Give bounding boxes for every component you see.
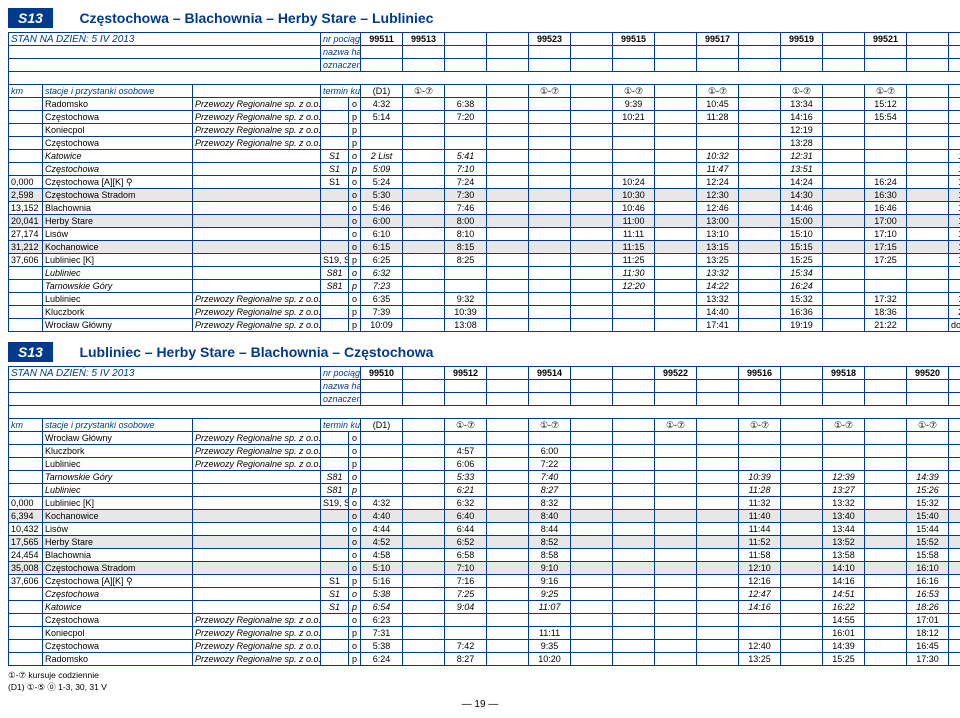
row-status: STAN NA DZIEŃ: 5 IV 2013 nr pociągu 9951… xyxy=(9,367,960,380)
table-row: KluczborkPrzewozy Regionalne sp. z o.o.o… xyxy=(9,445,960,458)
row-status: STAN NA DZIEŃ: 5 IV 2013 nr pociągu 9951… xyxy=(9,33,960,46)
table-row: KatowiceS1p6:549:0411:0714:1616:2218:262… xyxy=(9,601,960,614)
footnote-days: ①-⑦ kursuje codziennie xyxy=(8,670,952,681)
table-row: KoniecpolPrzewozy Regionalne sp. z o.o.p… xyxy=(9,124,960,137)
route-title-1: Częstochowa – Blachownia – Herby Stare –… xyxy=(79,10,433,26)
table-row: LubliniecS81o6:3211:3013:3215:34 xyxy=(9,267,960,280)
table-row: CzęstochowaPrzewozy Regionalne sp. z o.o… xyxy=(9,614,960,627)
table-row: Tarnowskie GóryS81p7:2312:2014:2216:24 xyxy=(9,280,960,293)
table-row: 2,598Częstochowa Stradomo5:307:3010:3012… xyxy=(9,189,960,202)
table-row: Wrocław GłównyPrzewozy Regionalne sp. z … xyxy=(9,432,960,445)
table-row: 27,174Lisówo6:108:1011:1113:1015:1017:10… xyxy=(9,228,960,241)
table-row: Wrocław GłównyPrzewozy Regionalne sp. z … xyxy=(9,319,960,332)
row-colhdr: km stacje i przystanki osobowe termin ku… xyxy=(9,85,960,98)
line-badge: S13 xyxy=(8,8,53,28)
train-no: 99511 xyxy=(361,33,403,46)
table-row: CzęstochowaPrzewozy Regionalne sp. z o.o… xyxy=(9,111,960,124)
table-row: RadomskoPrzewozy Regionalne sp. z o.o.o4… xyxy=(9,98,960,111)
table-row: 37,606Częstochowa [A][K] ⚲S1p5:167:169:1… xyxy=(9,575,960,588)
footnote-d1: (D1) ①-⑤ ⓪ 1-3, 30, 31 V xyxy=(8,681,952,693)
row-spacer xyxy=(9,72,960,85)
footnotes: ①-⑦ kursuje codziennie (D1) ①-⑤ ⓪ 1-3, 3… xyxy=(8,670,952,693)
row-nazwa: nazwa handlowa xyxy=(9,46,960,59)
table-row: RadomskoPrzewozy Regionalne sp. z o.o.p6… xyxy=(9,653,960,666)
line-badge: S13 xyxy=(8,342,53,362)
table-row: KatowiceS1o2 List5:4110:3212:3116:16 xyxy=(9,150,960,163)
table-row: 10,432Lisówo4:446:448:4411:4413:4415:441… xyxy=(9,523,960,536)
timetable-2: STAN NA DZIEŃ: 5 IV 2013 nr pociągu 9951… xyxy=(8,366,960,666)
table-row: KoniecpolPrzewozy Regionalne sp. z o.o.p… xyxy=(9,627,960,640)
table-row: 6,394Kochanowiceo4:406:408:4011:4013:401… xyxy=(9,510,960,523)
table-row: 37,606Lubliniec [K]S19, S81p6:258:2511:2… xyxy=(9,254,960,267)
table-row: Tarnowskie GóryS81o5:337:4010:3912:3914:… xyxy=(9,471,960,484)
table-row: 35,008Częstochowa Stradomo5:107:109:1012… xyxy=(9,562,960,575)
table-row: LubliniecPrzewozy Regionalne sp. z o.o.o… xyxy=(9,293,960,306)
label-nrpoc: nr pociągu xyxy=(321,33,361,46)
table-row: 13,152Blachowniao5:467:4610:4612:4614:46… xyxy=(9,202,960,215)
status-date: STAN NA DZIEŃ: 5 IV 2013 xyxy=(9,33,321,46)
table-row: 0,000Częstochowa [A][K] ⚲S1o5:247:2410:2… xyxy=(9,176,960,189)
table-row: 17,565Herby Stareo4:526:528:5211:5213:52… xyxy=(9,536,960,549)
header-2: S13 Lubliniec – Herby Stare – Blachownia… xyxy=(8,342,952,362)
table-row: CzęstochowaS1o5:387:259:2512:4714:5116:5… xyxy=(9,588,960,601)
table-row: CzęstochowaS1p5:097:1011:4713:5117:59 xyxy=(9,163,960,176)
table-row: 20,041Herby Stareo6:008:0011:0013:0015:0… xyxy=(9,215,960,228)
table-row: 31,212Kochanowiceo6:158:1511:1513:1515:1… xyxy=(9,241,960,254)
route-title-2: Lubliniec – Herby Stare – Blachownia – C… xyxy=(79,344,433,360)
row-ozn: oznaczenia xyxy=(9,59,960,72)
table-row: KluczborkPrzewozy Regionalne sp. z o.o.p… xyxy=(9,306,960,319)
table-row: 24,454Blachowniao4:586:588:5811:5813:581… xyxy=(9,549,960,562)
table-row: LubliniecPrzewozy Regionalne sp. z o.o.p… xyxy=(9,458,960,471)
table-row: LubliniecS81p6:218:2711:2813:2715:2617:2… xyxy=(9,484,960,497)
page-number: — 19 — xyxy=(8,699,952,710)
table-row: 0,000Lubliniec [K]S19, S81o4:326:328:321… xyxy=(9,497,960,510)
header-1: S13 Częstochowa – Blachownia – Herby Sta… xyxy=(8,8,952,28)
timetable-1: STAN NA DZIEŃ: 5 IV 2013 nr pociągu 9951… xyxy=(8,32,960,332)
table-row: CzęstochowaPrzewozy Regionalne sp. z o.o… xyxy=(9,640,960,653)
table-row: CzęstochowaPrzewozy Regionalne sp. z o.o… xyxy=(9,137,960,150)
